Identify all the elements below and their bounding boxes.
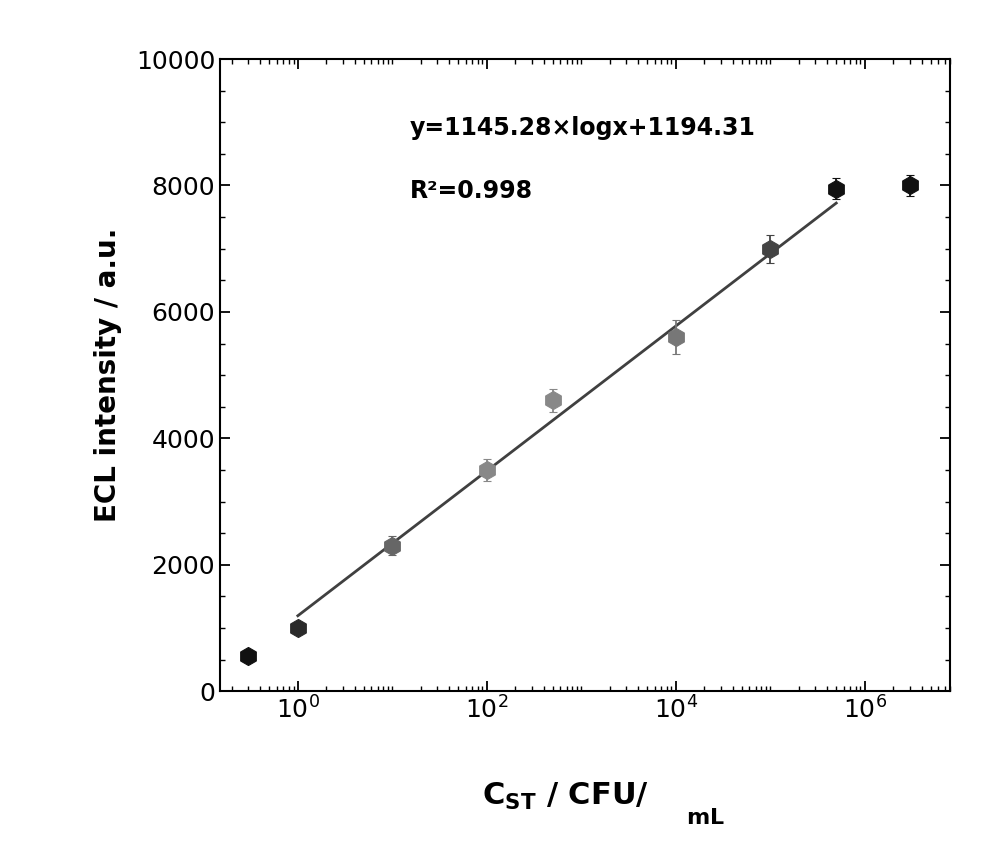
Text: R²=0.998: R²=0.998 — [410, 179, 533, 203]
Y-axis label: ECL intensity / a.u.: ECL intensity / a.u. — [94, 228, 122, 523]
Text: $\mathbf{C_{ST}}$ $\mathbf{/}$ $\mathbf{CFU/}$: $\mathbf{C_{ST}}$ $\mathbf{/}$ $\mathbf{… — [482, 781, 648, 812]
Text: y=1145.28×logx+1194.31: y=1145.28×logx+1194.31 — [410, 115, 756, 140]
Text: $\mathbf{mL}$: $\mathbf{mL}$ — [686, 808, 724, 828]
